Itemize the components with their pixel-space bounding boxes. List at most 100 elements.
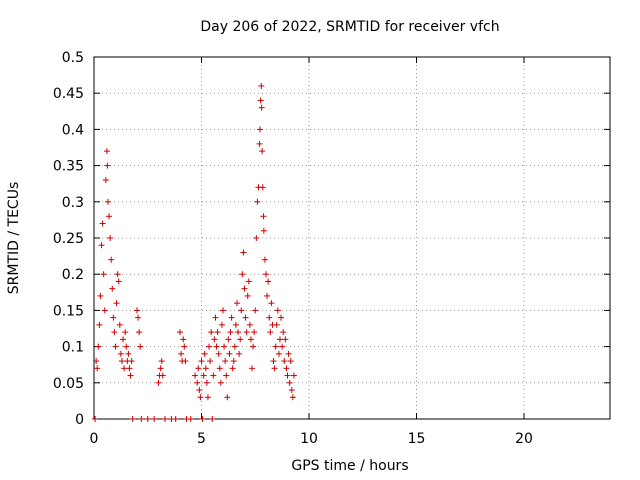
data-point (256, 126, 263, 133)
data-point (283, 365, 290, 372)
data-point (197, 394, 204, 401)
data-point (172, 416, 179, 422)
data-point (240, 249, 247, 256)
x-axis-label: GPS time / hours (291, 458, 408, 474)
data-point (93, 358, 100, 365)
data-point (207, 358, 214, 365)
data-point (231, 343, 238, 350)
data-point (158, 358, 165, 365)
data-point (102, 177, 109, 184)
data-point (104, 162, 111, 169)
data-point (209, 416, 216, 422)
data-point (237, 336, 244, 343)
data-point (116, 321, 123, 328)
data-point (198, 358, 205, 365)
data-point (96, 321, 103, 328)
data-point (245, 278, 252, 285)
data-point (208, 329, 215, 336)
data-point (196, 387, 203, 394)
data-point (100, 271, 107, 278)
x-tick-label: 20 (515, 431, 533, 447)
data-point (284, 372, 291, 379)
data-point (103, 148, 110, 155)
data-point (194, 379, 201, 386)
data-point (135, 314, 142, 321)
data-point (260, 213, 267, 220)
data-point (218, 321, 225, 328)
y-tick-label: 0.05 (53, 376, 84, 392)
data-point (222, 358, 229, 365)
data-point (182, 358, 189, 365)
data-point (254, 198, 261, 205)
data-point (239, 271, 246, 278)
data-point (238, 307, 245, 314)
data-point (110, 314, 117, 321)
data-point (236, 350, 243, 357)
data-point (258, 82, 265, 89)
data-point (233, 300, 240, 307)
data-point (232, 321, 239, 328)
data-point (161, 416, 168, 422)
data-point (94, 365, 101, 372)
data-point (220, 307, 226, 314)
data-point (253, 235, 260, 241)
data-point (289, 394, 296, 401)
data-point (200, 372, 207, 379)
data-point (252, 307, 259, 314)
data-point (181, 343, 188, 350)
data-point (249, 365, 256, 372)
x-tick-label: 0 (90, 431, 99, 447)
data-point (121, 365, 128, 372)
data-point (98, 242, 105, 249)
data-point (251, 329, 258, 336)
y-tick-label: 0.25 (53, 231, 84, 247)
data-point (272, 343, 279, 350)
data-point (106, 213, 113, 220)
y-axis-label: SRMTID / TECUs (6, 182, 22, 295)
data-point (210, 372, 217, 379)
data-point (206, 343, 213, 350)
data-point (137, 343, 144, 350)
data-point (243, 329, 250, 336)
y-tick-label: 0.5 (62, 50, 84, 66)
data-point (264, 292, 271, 299)
data-point (123, 343, 130, 350)
data-point (213, 343, 220, 350)
data-point (270, 358, 277, 365)
data-point (250, 343, 257, 350)
data-point (187, 416, 194, 422)
data-point (247, 336, 254, 343)
data-point (271, 365, 278, 372)
data-point (275, 350, 282, 357)
y-tick-labels: 0 0.05 0.1 0.15 0.2 0.25 0.3 0.35 0.4 0.45 0.5 (53, 50, 84, 428)
x-tick-labels: 0 5 10 15 20 (90, 431, 533, 447)
y-tick-label: 0.35 (53, 159, 84, 175)
data-point (178, 350, 185, 357)
data-point (111, 329, 118, 336)
data-point (257, 97, 264, 104)
data-point (136, 329, 143, 336)
data-point (278, 314, 285, 321)
x-tick-label: 10 (300, 431, 318, 447)
y-tick-label: 0 (75, 412, 84, 428)
data-point (126, 365, 133, 372)
data-point (155, 379, 162, 386)
data-point (224, 394, 231, 401)
data-point (199, 416, 206, 422)
data-point (267, 329, 274, 336)
x-tick-label: 5 (197, 431, 206, 447)
y-tick-label: 0.4 (62, 122, 84, 138)
data-point (217, 379, 224, 386)
data-point (226, 350, 233, 357)
data-point (204, 394, 211, 401)
data-point (258, 104, 265, 111)
x-tick-label: 15 (408, 431, 426, 447)
data-point (214, 329, 221, 336)
data-point (192, 372, 199, 379)
data-point (95, 343, 102, 350)
data-point (134, 307, 140, 314)
data-point (114, 271, 121, 278)
data-point (273, 321, 280, 328)
data-point (212, 314, 219, 321)
